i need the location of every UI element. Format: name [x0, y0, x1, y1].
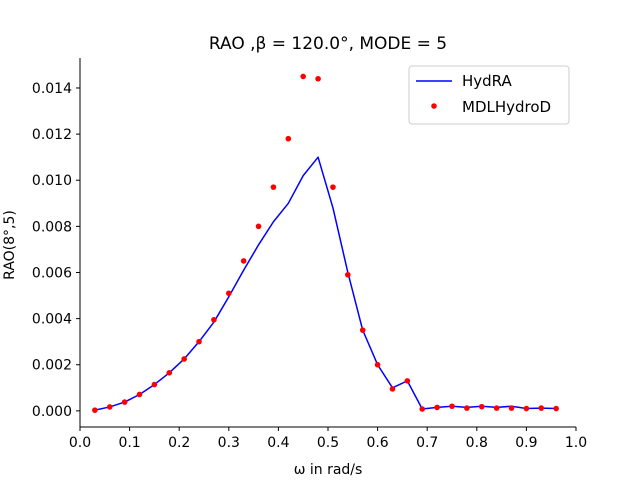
chart-title: RAO ,β = 120.0°, MODE = 5	[209, 34, 447, 54]
series-point-mdlhydrod	[389, 386, 396, 392]
x-tick-label: 0.2	[168, 435, 190, 451]
y-tick-label: 0.010	[32, 173, 72, 189]
series-point-mdlhydrod	[359, 327, 366, 333]
y-tick-label: 0.014	[32, 81, 72, 97]
series-point-mdlhydrod	[434, 404, 440, 411]
series-point-mdlhydrod	[181, 356, 187, 362]
x-tick-label: 0.3	[218, 435, 240, 451]
series-point-mdlhydrod	[419, 406, 426, 412]
series-point-mdlhydrod	[478, 403, 485, 410]
series-point-mdlhydrod	[285, 135, 292, 142]
y-tick-label: 0.008	[32, 219, 72, 235]
x-tick-label: 0.8	[466, 435, 488, 451]
legend-mdlhydrod-swatch	[431, 103, 437, 109]
legend: HydRA MDLHydroD	[408, 65, 570, 125]
series-point-mdlhydrod	[449, 403, 455, 410]
series-point-mdlhydrod	[404, 378, 411, 384]
x-axis-label: ω in rad/s	[294, 462, 363, 478]
series-point-mdlhydrod	[151, 381, 158, 388]
legend-mdlhydrod-label: MDLHydroD	[462, 98, 551, 116]
series-point-mdlhydrod	[92, 407, 98, 413]
y-tick-label: 0.002	[32, 358, 72, 374]
x-tick-label: 0.5	[317, 435, 339, 451]
series-point-mdlhydrod	[255, 223, 262, 230]
series-point-mdlhydrod	[300, 73, 307, 80]
y-tick-label: 0.012	[32, 127, 72, 143]
series-point-mdlhydrod	[330, 184, 336, 190]
legend-hydra-label: HydRA	[462, 72, 512, 90]
series-point-mdlhydrod	[196, 338, 202, 345]
y-tick-label: 0.006	[32, 265, 72, 281]
series-point-mdlhydrod	[508, 405, 515, 411]
series-point-mdlhydrod	[121, 399, 128, 405]
series-point-mdlhydrod	[553, 405, 559, 412]
y-tick-label: 0.000	[32, 404, 72, 420]
y-tick-label: 0.004	[32, 312, 72, 328]
x-tick-label: 0.6	[366, 435, 388, 451]
series-point-mdlhydrod	[493, 405, 500, 411]
axis-ticks: 0.0 0.1 0.2 0.3 0.4 0.5 0.6 0.7 0.8 0.9 1.0 0.000 0.…	[32, 81, 587, 451]
x-tick-label: 0.0	[69, 435, 91, 451]
series-point-mdlhydrod	[136, 391, 143, 398]
series-point-mdlhydrod	[523, 405, 530, 412]
series-point-mdlhydrod	[106, 404, 113, 410]
series-point-mdlhydrod	[538, 405, 545, 411]
series-point-mdlhydrod	[240, 258, 247, 264]
x-tick-label: 0.4	[267, 435, 289, 451]
series-point-mdlhydrod	[464, 405, 470, 411]
y-axis-label: RAO(8°,5)	[2, 210, 18, 280]
x-tick-label: 1.0	[565, 435, 587, 451]
series-point-mdlhydrod	[315, 75, 321, 82]
x-tick-label: 0.9	[515, 435, 537, 451]
series-line-hydra	[94, 156, 557, 411]
data-series	[92, 73, 559, 413]
x-tick-label: 0.7	[416, 435, 438, 451]
series-point-mdlhydrod	[374, 361, 381, 368]
series-point-mdlhydrod	[226, 290, 232, 297]
series-point-mdlhydrod	[211, 316, 217, 323]
series-point-mdlhydrod	[270, 184, 277, 190]
series-point-mdlhydrod	[166, 370, 173, 376]
x-tick-label: 0.1	[118, 435, 140, 451]
series-point-mdlhydrod	[345, 271, 351, 278]
